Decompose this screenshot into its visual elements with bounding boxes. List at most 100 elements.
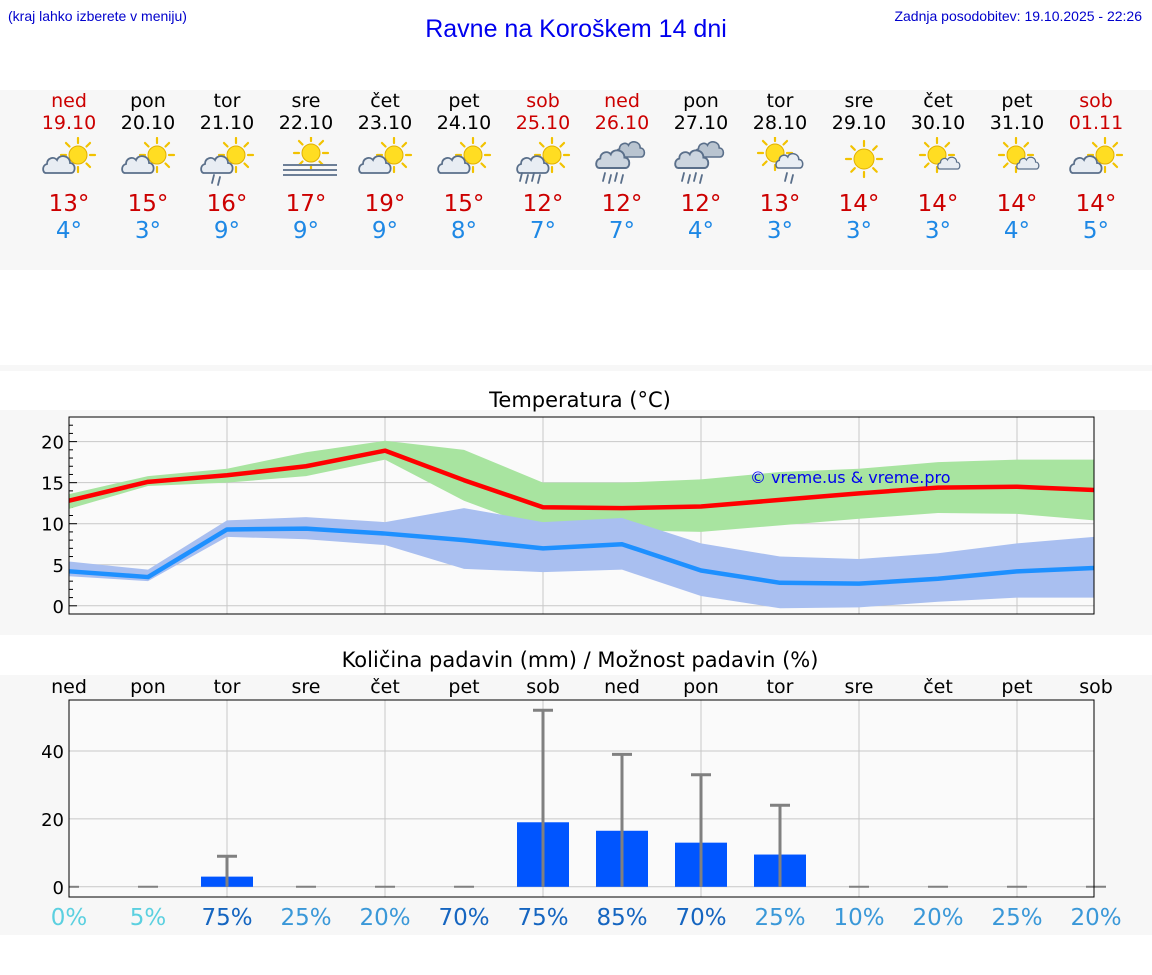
day-column: tor 21.10 16° 9° <box>188 90 267 245</box>
day-name: čet <box>923 90 953 112</box>
rain-drops <box>519 172 541 184</box>
cloud-shape <box>1069 155 1103 174</box>
day-name: sob <box>1079 90 1113 112</box>
day-name: pet <box>1001 90 1033 112</box>
sun-fog-icon <box>283 137 337 176</box>
cloud-shape <box>121 155 155 174</box>
day-date: 01.11 <box>1068 112 1124 134</box>
sun-shape <box>844 139 884 179</box>
day-name: tor <box>213 90 241 112</box>
sun-shape <box>59 137 97 174</box>
day-name: ned <box>604 90 640 112</box>
category-label: ned <box>604 676 640 698</box>
category-label: čet <box>923 676 953 698</box>
sun-heavy-rain-icon <box>516 137 571 184</box>
day-date: 22.10 <box>278 112 334 134</box>
day-name: ned <box>51 90 87 112</box>
day-column: ned 19.10 13° 4° <box>30 90 109 245</box>
temp-min: 3° <box>845 218 873 244</box>
cloud-shape <box>937 156 961 170</box>
temp-max: 15° <box>443 191 485 217</box>
day-date: 21.10 <box>199 112 255 134</box>
y-tick-label: 0 <box>53 597 64 618</box>
last-update: Zadnja posodobitev: 19.10.2025 - 22:26 <box>894 8 1142 24</box>
cloud-shape <box>358 155 392 174</box>
rain-drops <box>784 172 794 184</box>
cloud-sun-icon <box>1069 137 1124 174</box>
category-label: sre <box>291 676 321 698</box>
sun-cloud-rain-icon <box>756 137 804 184</box>
temp-min: 3° <box>924 218 952 244</box>
cloud-shape <box>775 152 804 169</box>
location-hint: (kraj lahko izberete v meniju) <box>8 8 187 24</box>
y-tick-label: 40 <box>41 742 64 763</box>
day-name: pon <box>683 90 719 112</box>
day-date: 29.10 <box>831 112 887 134</box>
day-name: sre <box>844 90 874 112</box>
precipitation-probability: 20% <box>912 905 964 931</box>
day-column: čet 23.10 19° 9° <box>346 90 425 245</box>
temp-max: 19° <box>364 191 406 217</box>
temp-min: 5° <box>1082 218 1110 244</box>
cloud-sun-icon <box>121 137 176 174</box>
day-name: čet <box>370 90 400 112</box>
plot-area <box>69 700 1094 897</box>
category-label: sob <box>526 676 560 698</box>
temp-min: 9° <box>213 218 241 244</box>
precipitation-probability: 75% <box>201 905 253 931</box>
precipitation-probability: 5% <box>129 905 167 931</box>
precipitation-probability: 10% <box>833 905 885 931</box>
temp-min: 9° <box>292 218 320 244</box>
max-temp-line <box>68 448 1095 511</box>
day-name: sre <box>291 90 321 112</box>
y-tick-label: 10 <box>41 515 64 536</box>
category-label: čet <box>370 676 400 698</box>
y-tick-label: 15 <box>41 474 64 495</box>
day-column: sob 01.11 14° 5° <box>1057 90 1136 245</box>
category-label: pet <box>1001 676 1033 698</box>
sun-small-cloud-icon <box>997 137 1040 174</box>
temp-max: 12° <box>680 191 722 217</box>
plot-frame <box>68 699 1095 898</box>
temp-min: 8° <box>450 218 478 244</box>
temp-max: 14° <box>996 191 1038 217</box>
precipitation-chart-title: Količina padavin (mm) / Možnost padavin … <box>341 648 819 672</box>
sun-icon <box>844 139 884 179</box>
plot-frame <box>68 416 1095 615</box>
day-date: 27.10 <box>673 112 729 134</box>
y-tick-label: 0 <box>53 878 64 899</box>
category-label: sob <box>1079 676 1113 698</box>
cloud-sun-icon <box>437 137 492 174</box>
precipitation-probability: 25% <box>280 905 332 931</box>
precipitation-probability: 75% <box>517 905 569 931</box>
day-column: pon 20.10 15° 3° <box>109 90 188 245</box>
day-column: sob 25.10 12° 7° <box>504 90 583 245</box>
temp-min: 4° <box>1003 218 1031 244</box>
precipitation-probability: 70% <box>675 905 727 931</box>
day-column: ned 26.10 12° 7° <box>583 90 662 245</box>
cloud-shape <box>674 149 710 169</box>
precipitation-probability: 70% <box>438 905 490 931</box>
cloud-sun-icon <box>42 137 97 174</box>
cloud-shape <box>437 155 471 174</box>
temp-max: 12° <box>601 191 643 217</box>
day-date: 24.10 <box>436 112 492 134</box>
cloud-shape <box>1016 156 1040 170</box>
page-title: Ravne na Koroškem 14 dni <box>425 15 727 43</box>
day-name: sob <box>526 90 560 112</box>
temp-max: 17° <box>285 191 327 217</box>
sun-shape <box>375 137 413 174</box>
cloud-rain-icon <box>674 141 725 184</box>
temp-max: 14° <box>917 191 959 217</box>
temp-min: 4° <box>55 218 83 244</box>
precipitation-chart: 0 20 40 <box>41 699 1106 899</box>
day-date: 28.10 <box>752 112 808 134</box>
temp-min: 4° <box>687 218 715 244</box>
day-column: pet 24.10 15° 8° <box>425 90 504 245</box>
day-column: tor 28.10 13° 3° <box>741 90 820 245</box>
rain-drops <box>211 174 221 186</box>
day-name: tor <box>766 90 794 112</box>
temp-max: 13° <box>48 191 90 217</box>
y-tick-label: 5 <box>53 556 64 577</box>
category-label: tor <box>766 676 794 698</box>
